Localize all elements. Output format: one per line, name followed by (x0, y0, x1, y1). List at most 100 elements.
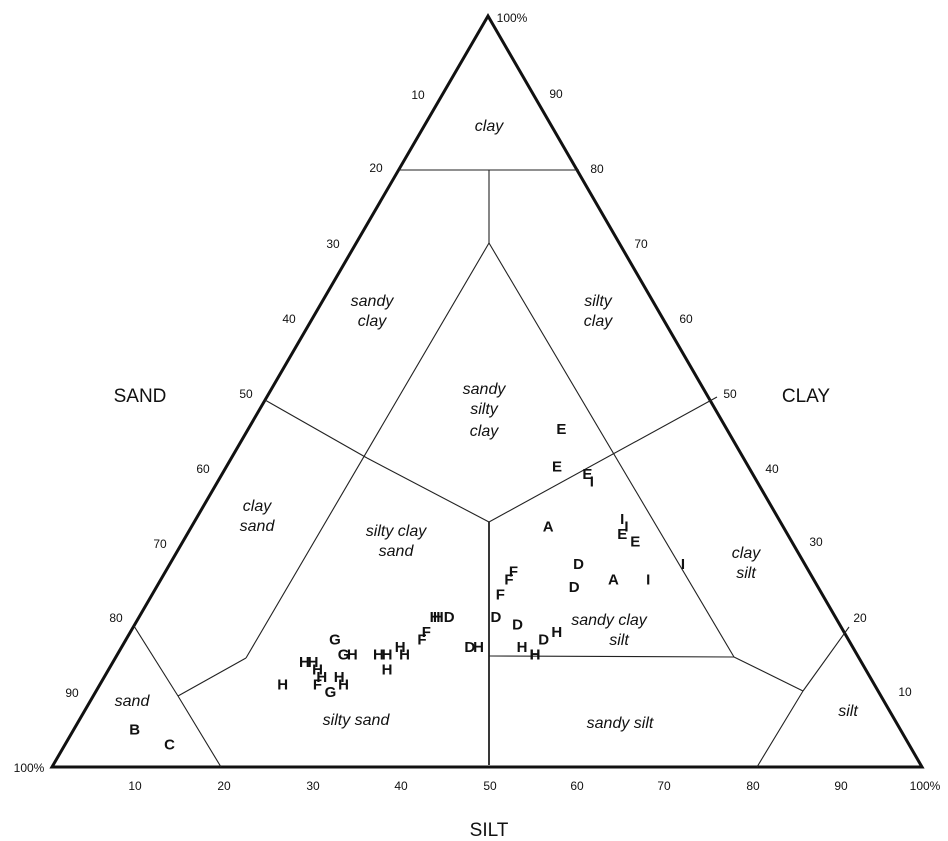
sample-point-h: H (334, 669, 345, 686)
bottom-tick: 10 (128, 779, 142, 793)
right-tick: 90 (549, 87, 563, 101)
left-tick: 10 (411, 88, 425, 102)
sample-point-h: H (277, 676, 288, 693)
region-sandy-silt: sandy silt (587, 715, 654, 732)
left-tick: 40 (282, 312, 296, 326)
region-silty-sand: silty sand (323, 712, 391, 729)
sample-point-h: H (382, 646, 393, 663)
sample-point-a: A (608, 571, 619, 588)
bottom-tick: 30 (306, 779, 320, 793)
sample-point-h: H (373, 646, 384, 663)
sample-point-h: H (551, 624, 562, 641)
boundary-sand-corner-bottom (177, 695, 222, 768)
sample-point-i: I (624, 519, 628, 536)
sample-point-i: I (646, 571, 650, 588)
sample-point-h: H (382, 661, 393, 678)
sample-point-h: H (299, 654, 310, 671)
sample-point-d: D (538, 631, 549, 648)
region-silty-clay: clay (584, 313, 613, 330)
region-silt: silt (838, 703, 858, 720)
sample-point-hd: HD (433, 609, 455, 626)
region-labels: clay sandy clay silty clay sandy silty c… (115, 118, 859, 732)
bottom-tick: 40 (394, 779, 408, 793)
bottom-tick: 100% (910, 779, 941, 793)
bottom-tick: 20 (217, 779, 231, 793)
sample-point-h: H (399, 646, 410, 663)
sample-point-c: C (164, 737, 175, 754)
sample-point-g: G (329, 631, 341, 648)
triangle-outline (49, 13, 925, 769)
sample-point-h: H (430, 609, 441, 626)
sample-point-e: E (552, 459, 562, 476)
region-sandy-clay: clay (358, 313, 387, 330)
left-tick: 20 (369, 161, 383, 175)
region-sandy-clay-silt: silt (609, 632, 629, 649)
region-sandy-clay-silt: sandy clay (571, 612, 648, 629)
bottom-tick: 90 (834, 779, 848, 793)
sample-point-f: F (313, 676, 322, 693)
sample-point-f: F (422, 624, 431, 641)
sample-point-g: G (325, 684, 337, 701)
sample-point-a: A (543, 519, 554, 536)
sample-point-h: H (530, 646, 541, 663)
sample-point-d: D (490, 609, 501, 626)
right-tick: 20 (853, 611, 867, 625)
sample-point-b: B (129, 721, 140, 738)
right-tick: 70 (634, 237, 648, 251)
right-tick: 40 (765, 462, 779, 476)
boundary-clay-20-left (177, 657, 247, 697)
sample-point-d: D (464, 639, 475, 656)
sample-point-i: I (590, 474, 594, 491)
silt-axis-title: SILT (470, 820, 509, 841)
right-tick: 30 (809, 535, 823, 549)
sample-point-h: H (473, 639, 484, 656)
sample-point-h: H (530, 646, 541, 663)
sample-point-e: E (582, 466, 592, 483)
bottom-tick: 60 (570, 779, 584, 793)
right-tick: 10 (898, 685, 912, 699)
left-tick: 70 (153, 537, 167, 551)
region-sandy-silty-clay: sandy (463, 381, 507, 398)
region-silty-clay: silty (584, 293, 613, 310)
sample-point-h: H (338, 676, 349, 693)
right-tick-labels: 100% 90 80 70 60 50 40 30 20 10 (497, 11, 912, 699)
boundary-sand-corner-top (133, 625, 179, 697)
left-tick: 80 (109, 611, 123, 625)
right-tick: 60 (679, 312, 693, 326)
boundary-clay-50-left (264, 399, 368, 459)
class-boundaries (133, 169, 850, 768)
right-tick: 100% (497, 11, 528, 25)
left-tick: 50 (239, 387, 253, 401)
region-clay-sand: sand (240, 518, 276, 535)
sample-point-f: F (496, 586, 505, 603)
sample-point-e: E (556, 421, 566, 438)
sample-point-h: H (517, 639, 528, 656)
boundary-silt-corner-top (733, 656, 804, 692)
sample-point-g: G (338, 646, 350, 663)
region-clay-sand: clay (243, 498, 272, 515)
region-sandy-silty-clay: clay (470, 423, 499, 440)
boundary-inner-right (488, 242, 735, 658)
sample-point-i: I (681, 556, 685, 573)
boundary-clay-50-right (488, 396, 718, 523)
boundary-clay-20 (488, 655, 735, 658)
bottom-tick: 80 (746, 779, 760, 793)
bottom-tick: 50 (483, 779, 497, 793)
sample-point-d: D (512, 616, 523, 633)
right-tick: 50 (723, 387, 737, 401)
region-clay-silt: clay (732, 545, 761, 562)
left-tick: 100% (14, 761, 45, 775)
left-tick: 30 (326, 237, 340, 251)
sample-point-h: H (395, 639, 406, 656)
region-sandy-clay: sandy (351, 293, 395, 310)
sample-point-h: H (312, 661, 323, 678)
region-silty-clay-sand: silty clay (366, 523, 427, 540)
boundary-center-left (366, 457, 490, 523)
left-tick: 90 (65, 686, 79, 700)
sample-point-f: F (509, 564, 518, 581)
region-sand: sand (115, 693, 151, 710)
boundary-silt-corner-right (802, 626, 850, 692)
boundary-inner-left (245, 242, 490, 659)
right-tick: 80 (590, 162, 604, 176)
